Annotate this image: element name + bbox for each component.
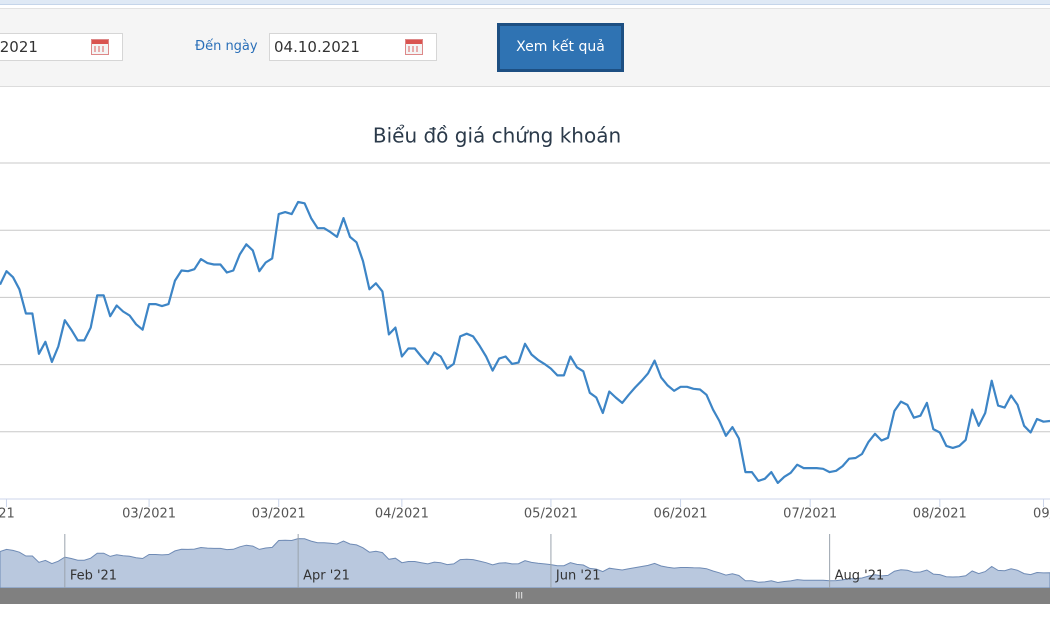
x-tick-label: 04/2021 — [375, 507, 429, 522]
to-date-text: 04.10.2021 — [274, 38, 360, 56]
x-tick-label: 08/2021 — [913, 507, 967, 522]
x-tick-label: 03/2021 — [252, 507, 306, 522]
scrollbar — [0, 588, 1050, 604]
from-date-input[interactable]: .2021 — [0, 33, 123, 61]
date-form: .2021 Đến ngày 04.10.2021 Xem kết quả — [0, 8, 1050, 87]
x-tick-label: 05/2021 — [524, 507, 578, 522]
top-strip — [0, 0, 1050, 5]
x-tick-label: 03/2021 — [122, 507, 176, 522]
to-date-label: Đến ngày — [195, 39, 258, 54]
calendar-icon[interactable] — [91, 39, 109, 55]
from-date-text: .2021 — [0, 38, 38, 56]
navigator-label: Jun '21 — [555, 569, 601, 584]
navigator-label: Aug '21 — [835, 569, 885, 584]
navigator-label: Feb '21 — [70, 569, 117, 584]
calendar-icon[interactable] — [405, 39, 423, 55]
scrollbar-grip: III — [515, 592, 523, 602]
to-date-input[interactable]: 04.10.2021 — [269, 33, 437, 61]
x-tick-label: 21 — [0, 507, 15, 522]
navigator-area — [0, 538, 1050, 589]
price-line — [0, 200, 1050, 484]
x-tick-label: 07/2021 — [783, 507, 837, 522]
submit-button[interactable]: Xem kết quả — [497, 23, 624, 72]
x-tick-label: 09/ — [1033, 507, 1050, 522]
x-tick-label: 06/2021 — [654, 507, 708, 522]
chart-title: Biểu đồ giá chứng khoán — [373, 124, 621, 148]
navigator-label: Apr '21 — [303, 569, 350, 584]
